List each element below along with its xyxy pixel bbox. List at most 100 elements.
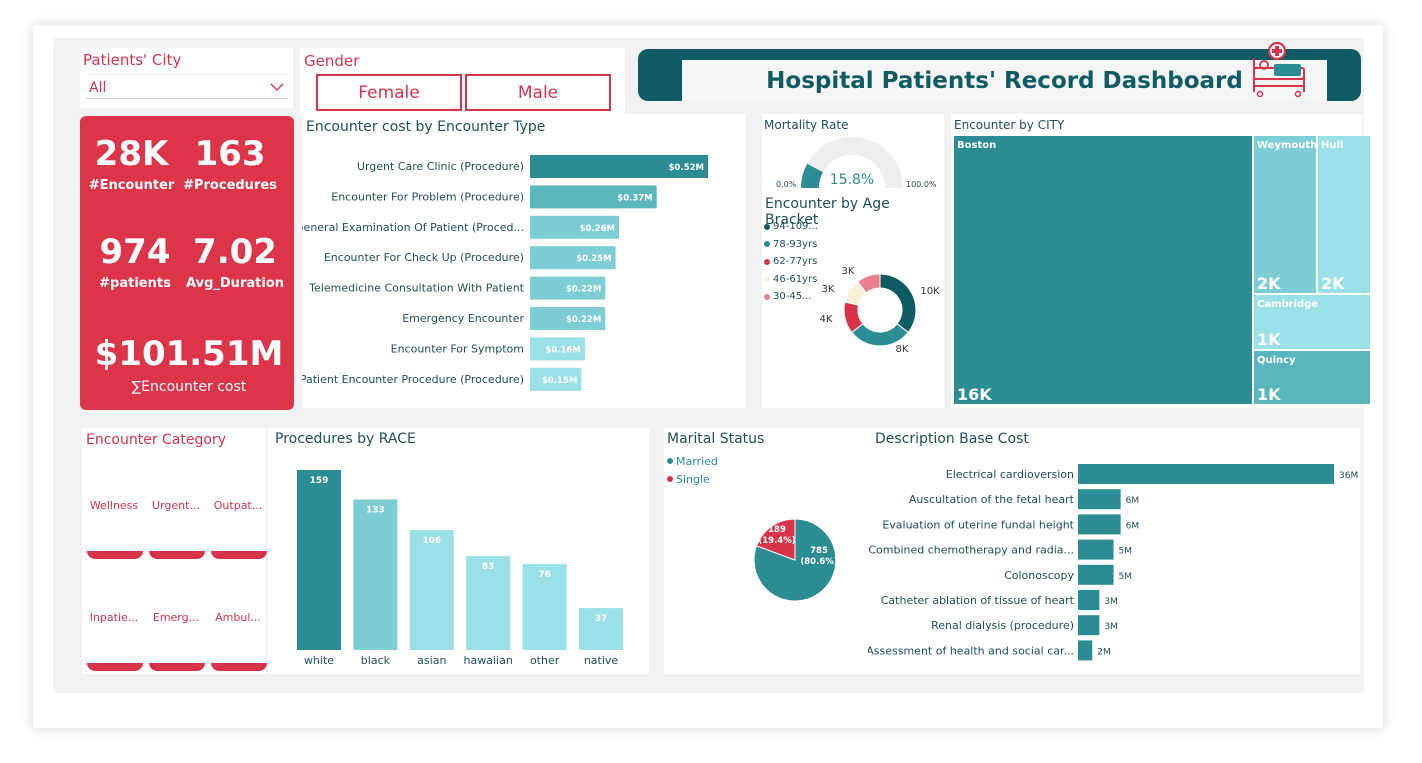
donut-slice (879, 273, 917, 334)
base-cost-bar (1078, 615, 1100, 636)
header-inner: Hospital Patients' Record Dashboard (682, 42, 1327, 101)
age-legend-item[interactable]: 94-109... (764, 218, 818, 236)
age-legend-item[interactable]: 78-93yrs (764, 236, 818, 254)
treemap-tile-name: Cambridge (1257, 299, 1319, 310)
kpi-encounter-value: 28K (94, 134, 169, 174)
category-outpatient-label: Outpat... (213, 499, 263, 512)
treemap-tile[interactable]: Hull 2K (1318, 136, 1370, 293)
legend-label: 62-77yrs (773, 256, 818, 268)
age-legend-item[interactable]: 62-77yrs (764, 253, 818, 271)
cost-category-label: General Examination Of Patient (Proced..… (302, 221, 524, 234)
donut-slice (856, 273, 881, 294)
cost-data-label: $0.37M (617, 193, 652, 203)
legend-label: 78-93yrs (773, 238, 818, 250)
legend-dot-icon (667, 458, 673, 464)
base-cost-title: Description Base Cost (875, 431, 1029, 447)
category-emergency-card[interactable] (149, 663, 205, 671)
age-legend-item[interactable]: 30-45... (764, 288, 818, 306)
cost-bar (530, 155, 708, 178)
cost-category-label: Patient Encounter Procedure (Procedure) (302, 373, 524, 386)
category-wellness-card[interactable] (87, 551, 143, 559)
gauge-min-label: 0.0% (776, 180, 797, 189)
race-data-label: 76 (538, 570, 551, 580)
race-chart: 159 white 133 black 106 asian 83 hawaiian 76 othe… (297, 470, 623, 667)
treemap-tile-name: Quincy (1257, 355, 1296, 366)
cost-data-label: $0.22M (566, 285, 601, 295)
race-data-label: 83 (482, 562, 495, 572)
legend-dot-icon (764, 241, 770, 248)
chevron-down-icon (270, 83, 284, 91)
gauge-value-label: 15.8% (830, 172, 874, 188)
category-urgent-card[interactable] (149, 551, 205, 559)
treemap-tile-value: 2K (1321, 274, 1345, 293)
marital-panel: Marital Status Married Single 785 (80.6%) 1… (664, 428, 868, 674)
base-cost-category-label: Evaluation of uterine fundal height (882, 518, 1074, 531)
category-ambulatory-label: Ambul... (215, 611, 261, 624)
race-data-label: 159 (310, 476, 329, 486)
legend-dot-icon (764, 293, 770, 300)
race-bar (466, 556, 511, 650)
treemap-tile[interactable]: Weymouth 2K (1254, 136, 1318, 293)
marital-legend: Married Single (667, 452, 718, 488)
marital-title: Marital Status (667, 431, 765, 447)
cost-data-label: $0.15M (542, 376, 577, 386)
base-cost-bar (1078, 564, 1114, 585)
category-ambulatory-card[interactable] (211, 663, 267, 671)
age-bracket-title: Encounter by Age Bracket (765, 196, 890, 228)
kpi-encounter-label: #Encounter (88, 178, 175, 193)
gauge-fill (801, 163, 824, 189)
legend-label: 46-61yrs (773, 273, 818, 285)
base-cost-category-label: Assessment of health and social car... (868, 644, 1074, 657)
race-data-label: 133 (366, 505, 385, 515)
encounter-cost-chart: Urgent Care Clinic (Procedure) $0.52M Enco… (302, 155, 708, 391)
cost-bar (530, 367, 582, 391)
gender-female-button[interactable]: Female (316, 74, 462, 111)
mortality-title: Mortality Rate (764, 118, 849, 132)
donut-data-label: 3K (842, 266, 855, 277)
base-cost-data-label: 6M (1126, 496, 1140, 506)
treemap-tile-value: 16K (957, 385, 992, 404)
base-cost-data-label: 6M (1126, 521, 1140, 531)
base-cost-bar (1078, 489, 1121, 510)
city-filter-panel: Patients' City All (80, 48, 293, 108)
treemap-tile[interactable]: Quincy 1K (1254, 351, 1370, 404)
marital-legend-item[interactable]: Single (667, 470, 718, 488)
race-data-label: 37 (595, 614, 608, 624)
hospital-bed-icon (1253, 42, 1305, 98)
legend-label: 30-45... (773, 291, 812, 303)
city-dropdown[interactable]: All (86, 74, 288, 99)
cost-bar (530, 276, 606, 300)
treemap-tile-value: 1K (1257, 385, 1281, 404)
category-urgent-label: Urgent... (152, 499, 200, 512)
race-category-label: white (304, 654, 334, 667)
marital-legend-item[interactable]: Married (667, 452, 718, 470)
kpi-duration-value: 7.02 (193, 232, 277, 272)
treemap-tile-name: Weymouth (1257, 140, 1318, 151)
gender-male-button[interactable]: Male (465, 74, 611, 111)
page-title: Hospital Patients' Record Dashboard (766, 68, 1243, 94)
race-bar (409, 530, 454, 650)
marital-data-label: (80.6%) (800, 557, 837, 567)
age-legend-item[interactable]: 46-61yrs (764, 271, 818, 289)
base-cost-chart: Electrical cardioversion 36M Auscultation … (868, 464, 1358, 661)
treemap-tile[interactable]: Boston 16K (954, 136, 1252, 404)
category-inpatient-label: Inpatie... (89, 611, 139, 624)
city-treemap-panel: Encounter by CITY Boston 16K Weymouth 2K Hul… (951, 114, 1370, 408)
category-outpatient-card[interactable] (211, 551, 267, 559)
marital-slice (755, 518, 796, 561)
marital-data-label: 189 (768, 525, 786, 535)
mortality-gauge: 15.8% 0.0% 100.0% (776, 137, 937, 189)
base-cost-category-label: Auscultation of the fetal heart (909, 493, 1075, 506)
cost-data-label: $0.22M (566, 315, 601, 325)
category-emergency-label: Emerg... (152, 611, 200, 624)
base-cost-category-label: Renal dialysis (procedure) (931, 619, 1074, 632)
gauge-max-label: 100.0% (906, 180, 937, 189)
kpi-patients-label: #patients (99, 276, 171, 291)
base-cost-data-label: 3M (1104, 597, 1118, 607)
treemap-tile[interactable]: Cambridge 1K (1254, 295, 1370, 349)
base-cost-data-label: 5M (1119, 572, 1133, 582)
marital-data-label: (19.4%) (758, 536, 795, 546)
race-category-label: black (361, 654, 391, 667)
category-inpatient-card[interactable] (87, 663, 143, 671)
base-cost-data-label: 2M (1097, 647, 1111, 657)
